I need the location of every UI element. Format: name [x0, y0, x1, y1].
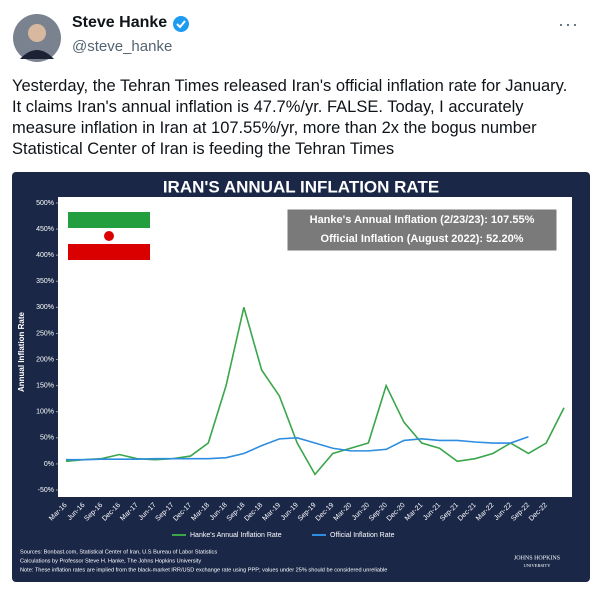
series-line [66, 436, 529, 461]
y-tick-label: 50% [40, 435, 54, 442]
y-tick-label: 300% [36, 304, 54, 311]
tweet-text: Yesterday, the Tehran Times released Ira… [12, 77, 568, 158]
logo-text: UNIVERSITY [524, 563, 552, 568]
author-handle[interactable]: @steve_hanke [72, 38, 173, 55]
chart-title: IRAN'S ANNUAL INFLATION RATE [163, 177, 439, 196]
logo-text: JOHNS HOPKINS [514, 555, 560, 561]
y-tick-label: 350% [36, 278, 54, 285]
y-tick-label: 150% [36, 382, 54, 389]
y-tick-label: 200% [36, 356, 54, 363]
y-tick-label: 0% [44, 461, 54, 468]
y-tick-label: 500% [36, 200, 54, 207]
y-tick-label: 400% [36, 252, 54, 259]
legend-label: Hanke's Annual Inflation Rate [190, 532, 282, 539]
footnote: Sources: Bonbast.com, Statistical Center… [20, 549, 217, 555]
author-name[interactable]: Steve Hanke [72, 14, 168, 31]
annotation: Official Inflation (August 2022): 52.20% [321, 233, 524, 245]
legend-label: Official Inflation Rate [330, 532, 395, 539]
footnote: Calculations by Professor Steve H. Hanke… [20, 558, 201, 564]
annotation: Hanke's Annual Inflation (2/23/23): 107.… [310, 214, 535, 226]
chart: Hanke's Annual Inflation (2/23/23): 107.… [12, 172, 590, 582]
more-button[interactable]: ··· [558, 14, 579, 34]
y-axis-label: Annual Inflation Rate [17, 311, 26, 392]
y-tick-label: -50% [38, 487, 54, 494]
flag [68, 212, 150, 260]
avatar[interactable] [12, 13, 62, 63]
annotation-box [286, 208, 558, 252]
y-tick-label: 450% [36, 226, 54, 233]
verified-badge [173, 16, 189, 32]
y-tick-label: 100% [36, 409, 54, 416]
y-tick-label: 250% [36, 330, 54, 337]
footnote: Note: These inflation rates are implied … [20, 567, 387, 573]
